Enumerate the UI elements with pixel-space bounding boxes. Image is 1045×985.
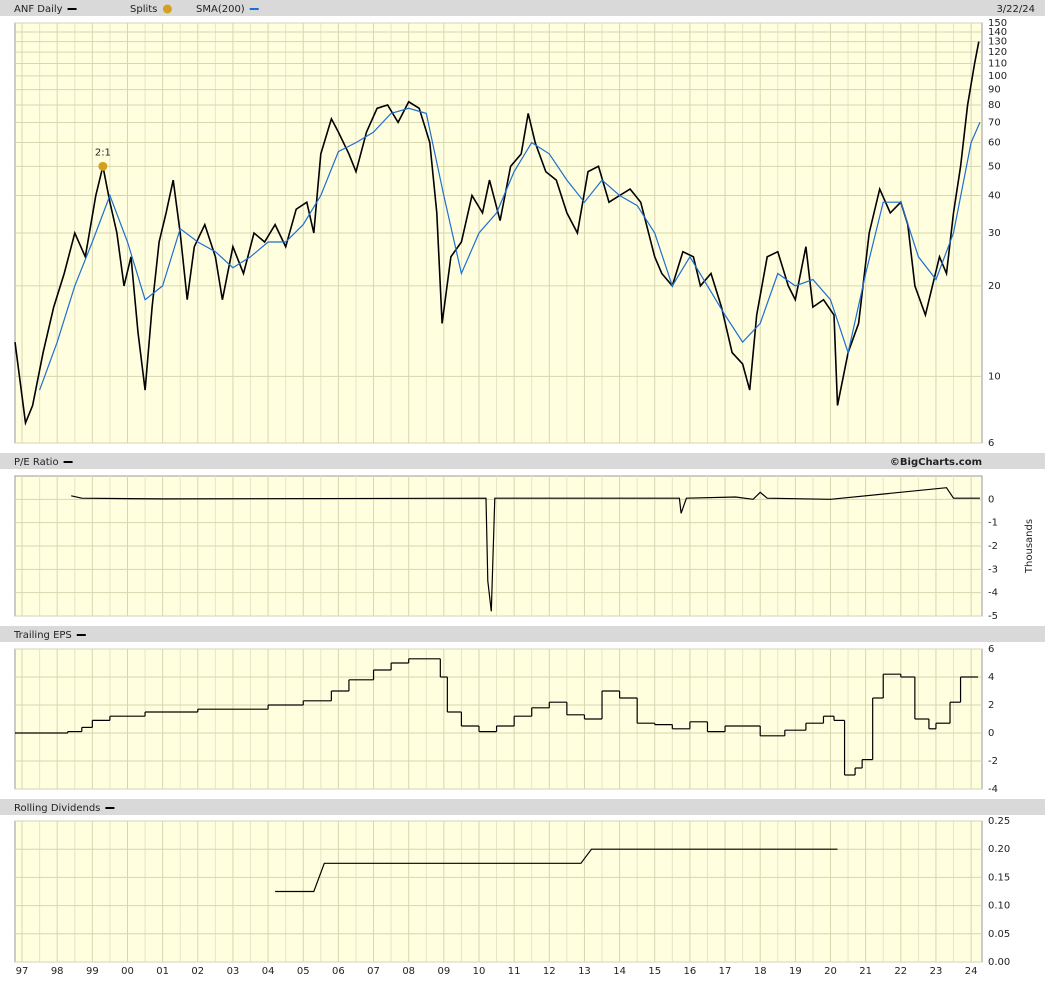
x-tick-label: 04: [262, 966, 275, 977]
legend-label: Trailing EPS: [13, 630, 72, 641]
date-label: 3/22/24: [996, 4, 1035, 15]
y-tick-label: 20: [988, 281, 1001, 292]
y-tick-label: 0.00: [988, 957, 1010, 968]
x-tick-label: 19: [789, 966, 802, 977]
legend-label: Splits: [130, 4, 157, 15]
panel-header: [0, 0, 1045, 16]
series-line: [39, 107, 981, 391]
x-tick-label: 21: [859, 966, 872, 977]
y-tick-label: 0.20: [988, 844, 1010, 855]
y-tick-label: 40: [988, 190, 1001, 201]
legend-label: SMA(200): [196, 4, 245, 15]
y-tick-label: 2: [988, 700, 994, 711]
y-tick-label: -2: [988, 756, 998, 767]
x-tick-label: 13: [578, 966, 591, 977]
plot-area: [14, 820, 983, 963]
y-tick-label: 30: [988, 228, 1001, 239]
y-tick-label: 0: [988, 494, 994, 505]
x-tick-label: 11: [508, 966, 521, 977]
x-tick-label: 01: [156, 966, 169, 977]
y-tick-label: 6: [988, 438, 994, 449]
y-tick-label: 4: [988, 672, 994, 683]
x-tick-label: 10: [473, 966, 486, 977]
legend-label: P/E Ratio: [14, 457, 59, 468]
y-tick-label: 10: [988, 371, 1001, 382]
legend-label: ANF Daily: [14, 4, 63, 15]
y-tick-label: -1: [988, 518, 998, 529]
x-tick-label: 23: [930, 966, 943, 977]
x-tick-label: 03: [227, 966, 240, 977]
x-tick-label: 07: [367, 966, 380, 977]
legend-label: Rolling Dividends: [14, 803, 100, 814]
x-tick-label: 22: [894, 966, 907, 977]
legend-swatch: [162, 4, 172, 14]
split-label: 2:1: [95, 147, 111, 158]
x-tick-label: 06: [332, 966, 345, 977]
x-tick-label: 02: [191, 966, 204, 977]
x-tick-label: 97: [16, 966, 29, 977]
y-tick-label: 6: [988, 644, 994, 655]
source-label: ©BigCharts.com: [890, 457, 982, 468]
plot-area: [14, 648, 983, 790]
x-tick-label: 98: [51, 966, 64, 977]
x-tick-label: 08: [402, 966, 415, 977]
panel-header: [0, 626, 1045, 642]
y-tick-label: 0.15: [988, 872, 1010, 883]
y-tick-label: 70: [988, 117, 1001, 128]
y-tick-label: 100: [988, 71, 1007, 82]
x-tick-label: 14: [613, 966, 626, 977]
x-tick-label: 15: [648, 966, 661, 977]
y-tick-label: 110: [988, 58, 1007, 69]
y-tick-label: -4: [988, 784, 998, 795]
y-tick-label: 0.10: [988, 901, 1010, 912]
y-tick-label: 140: [988, 27, 1007, 38]
y-tick-label: 0.25: [988, 816, 1010, 827]
panel-header: [0, 453, 1045, 469]
series-line: [14, 41, 980, 427]
x-tick-label: 00: [121, 966, 134, 977]
panel-header: [0, 799, 1045, 815]
y-tick-label: 150: [988, 18, 1007, 29]
y-tick-label: -3: [988, 564, 998, 575]
y-tick-label: 60: [988, 138, 1001, 149]
x-tick-label: 12: [543, 966, 556, 977]
x-tick-label: 99: [86, 966, 99, 977]
x-tick-label: 20: [824, 966, 837, 977]
series-line: [71, 487, 980, 612]
split-marker: [98, 161, 108, 171]
y-tick-label: -4: [988, 588, 998, 599]
y-tick-label: -5: [988, 611, 998, 622]
x-tick-label: 18: [754, 966, 767, 977]
y-axis-label: Thousands: [1024, 519, 1035, 574]
y-tick-label: 0: [988, 728, 994, 739]
y-tick-label: 80: [988, 100, 1001, 111]
series-line: [275, 848, 838, 893]
y-tick-label: 90: [988, 85, 1001, 96]
x-tick-label: 24: [965, 966, 978, 977]
x-tick-label: 09: [437, 966, 450, 977]
y-tick-label: -2: [988, 541, 998, 552]
y-tick-label: 120: [988, 47, 1007, 58]
y-tick-label: 130: [988, 37, 1007, 48]
x-tick-label: 17: [719, 966, 732, 977]
x-tick-label: 16: [684, 966, 697, 977]
y-tick-label: 50: [988, 161, 1001, 172]
y-tick-label: 0.05: [988, 929, 1010, 940]
x-tick-label: 05: [297, 966, 310, 977]
